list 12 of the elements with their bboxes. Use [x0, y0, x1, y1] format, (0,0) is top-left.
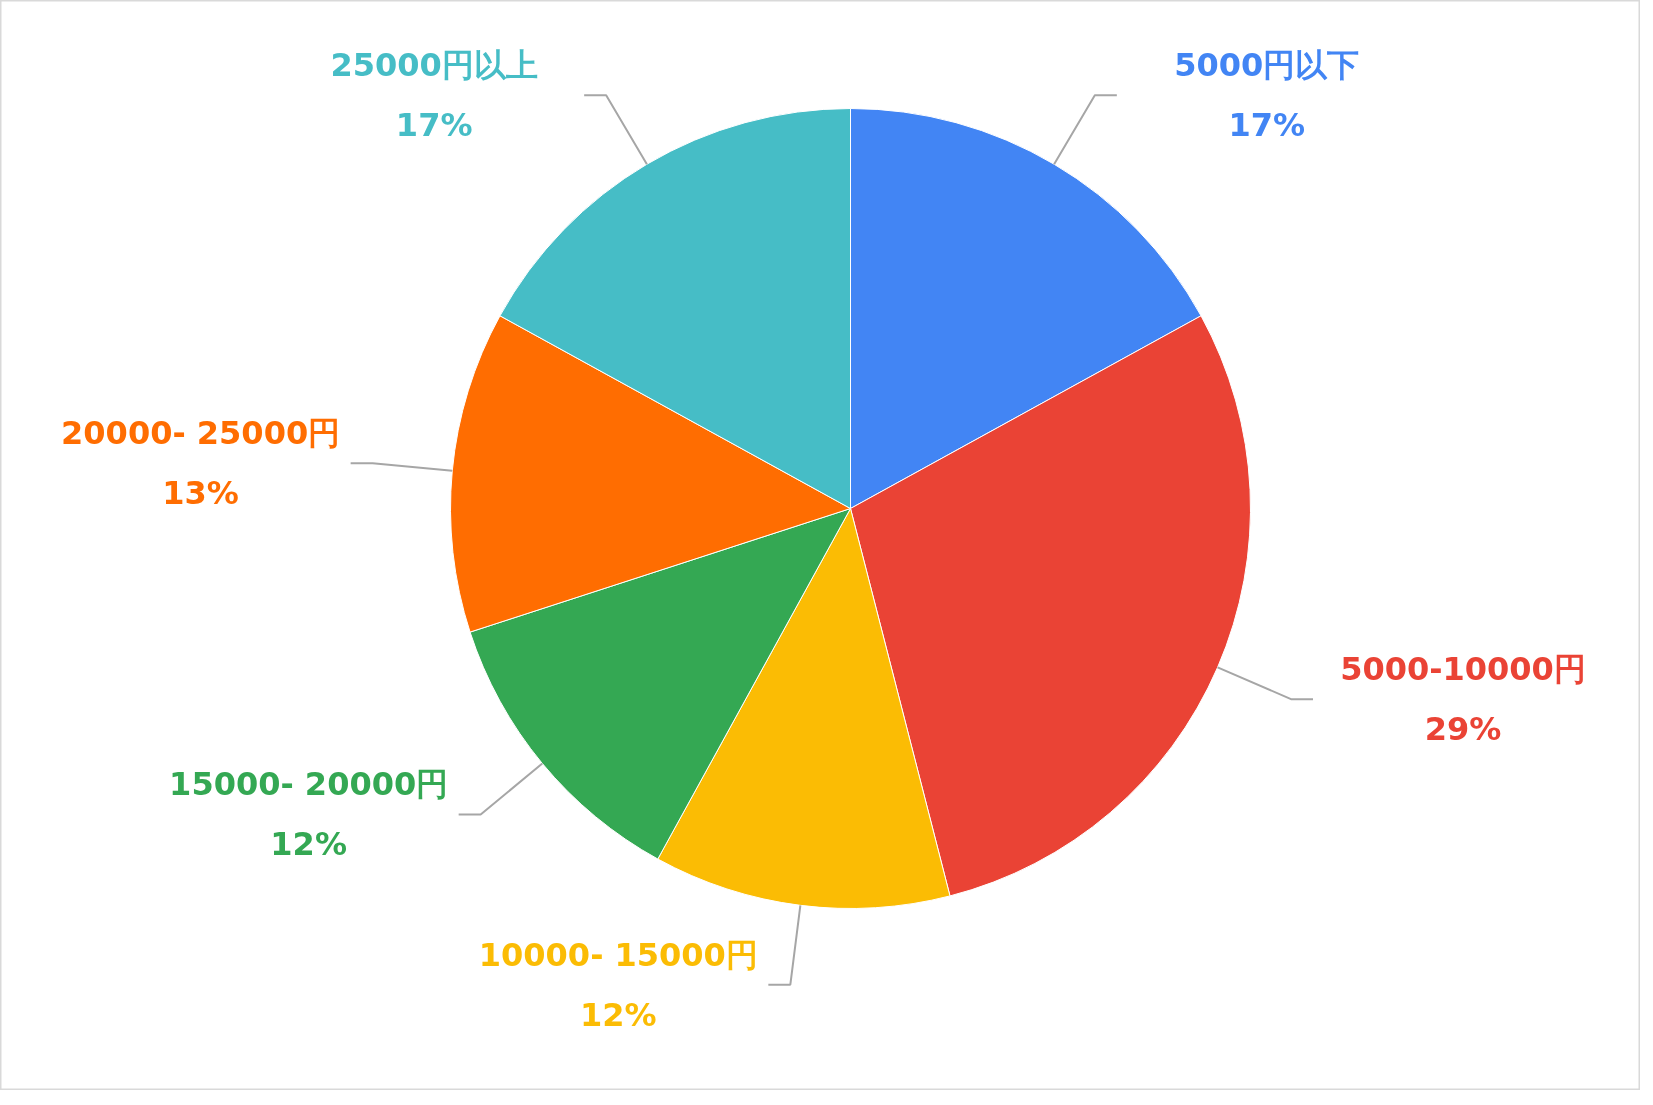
- slice-label: 20000- 25000円: [61, 414, 341, 453]
- data-label: 29%: [1424, 710, 1502, 749]
- data-label: 17%: [395, 106, 473, 145]
- slice-label: 15000- 20000円: [169, 765, 449, 804]
- data-label: 12%: [580, 995, 657, 1034]
- data-label: 13%: [162, 474, 239, 513]
- data-label: 17%: [1228, 106, 1306, 145]
- slice-label: 5000円以下: [1174, 46, 1360, 85]
- data-label: 12%: [270, 825, 347, 864]
- slice-label: 25000円以上: [330, 46, 538, 85]
- slice-label: 10000- 15000円: [478, 935, 758, 974]
- slice-label: 5000-10000円: [1340, 650, 1586, 689]
